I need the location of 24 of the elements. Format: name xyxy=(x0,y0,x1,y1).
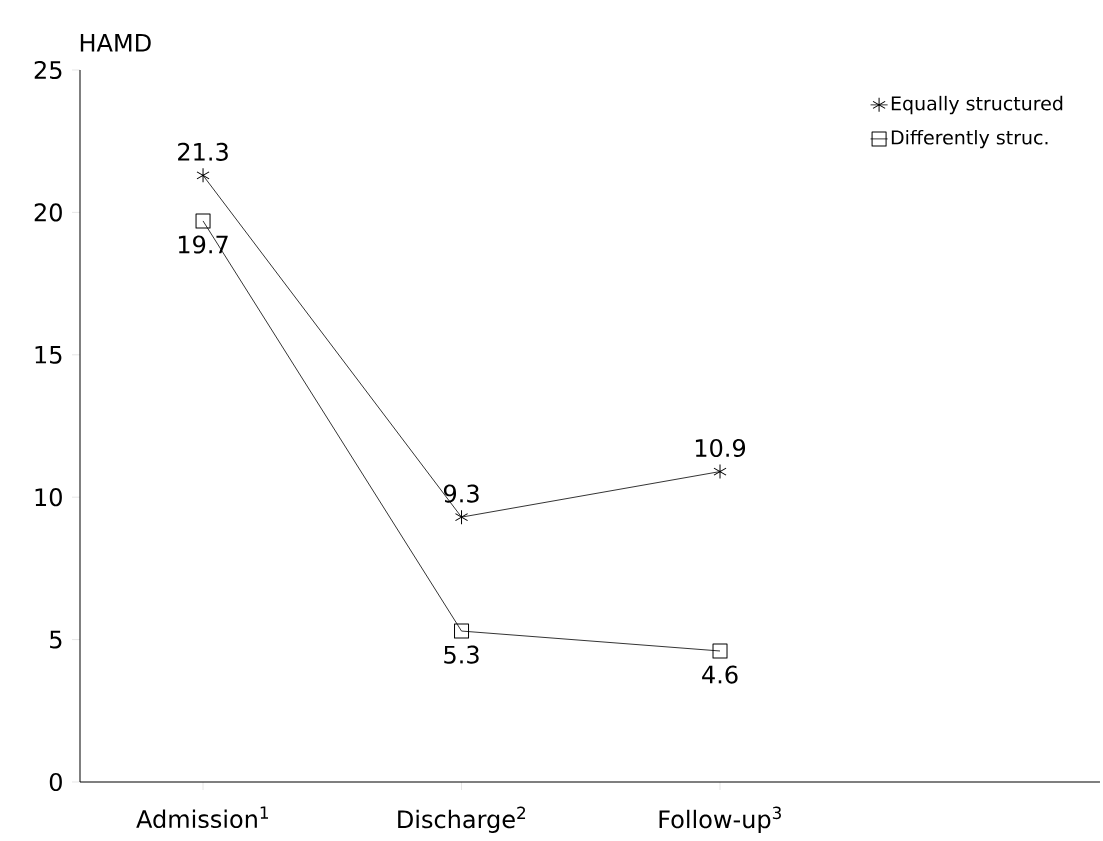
point xyxy=(195,213,211,229)
y-tick-label: 15 xyxy=(35,345,62,364)
point xyxy=(196,167,210,183)
y-tick-label: 0 xyxy=(49,772,62,792)
point xyxy=(454,623,470,639)
point xyxy=(712,643,728,659)
y-tick-label: 5 xyxy=(50,630,62,649)
x-tick-label: Follow-up$^{3}$ xyxy=(659,806,781,833)
y-tick-label: 20 xyxy=(34,203,62,222)
legend-label: Differently struc. xyxy=(891,129,1048,149)
y-tick-label: 10 xyxy=(35,488,62,507)
data-label: 21.3 xyxy=(178,142,228,161)
data-label: 5.3 xyxy=(444,645,479,664)
point xyxy=(713,464,727,480)
y-tick-label: 25 xyxy=(34,60,62,80)
data-label: 9.3 xyxy=(443,484,479,503)
y-axis-title: HAMD xyxy=(80,34,151,52)
x-tick-label: Discharge$^{2}$ xyxy=(398,806,526,833)
x-tick-label: Admission$^{1}$ xyxy=(136,806,269,829)
legend-label: Equally structured xyxy=(891,95,1063,115)
point xyxy=(454,509,469,525)
data-label: 19.7 xyxy=(178,235,228,254)
data-label: 10.9 xyxy=(695,438,746,458)
data-label: 4.6 xyxy=(702,665,738,684)
